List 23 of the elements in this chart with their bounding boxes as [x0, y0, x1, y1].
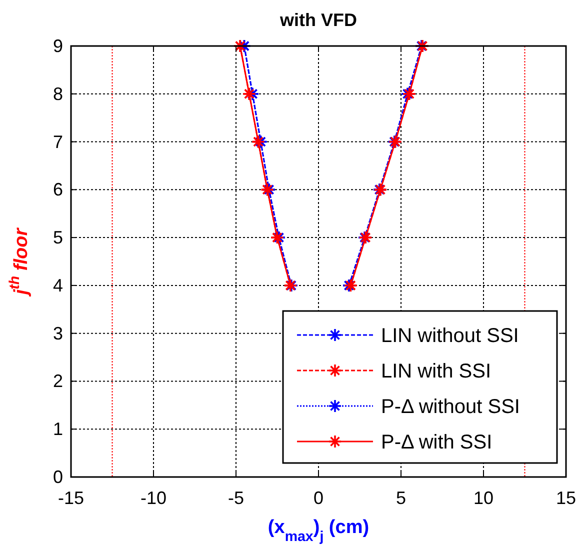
y-tick-label: 7 — [52, 132, 63, 152]
x-tick-label: -10 — [140, 488, 167, 508]
y-tick-label: 1 — [52, 419, 63, 440]
y-tick-label: 6 — [52, 180, 63, 200]
x-axis-title: (x$_{max}$)$_{j}$ (cm) — [268, 517, 370, 545]
y-tick-label: 3 — [52, 323, 63, 344]
x-tick-label: 0 — [313, 488, 324, 508]
legend-label: P-Δ without SSI — [381, 396, 520, 418]
x-tick-label: -15 — [58, 488, 84, 508]
y-tick-label: 5 — [52, 228, 63, 248]
legend-label: LIN with SSI — [381, 360, 492, 382]
y-tick-label: 0 — [52, 467, 63, 487]
x-tick-label: -5 — [228, 488, 244, 508]
legend-label: P-Δ with SSI — [381, 432, 492, 454]
y-tick-label: 2 — [52, 371, 63, 392]
chart-title: with VFD — [279, 10, 357, 30]
legend-label: LIN without SSI — [381, 325, 519, 347]
x-tick-label: 5 — [396, 488, 406, 508]
y-tick-label: 9 — [52, 36, 63, 56]
x-tick-label: 15 — [556, 488, 576, 508]
y-tick-label: 8 — [52, 84, 63, 104]
x-tick-label: 10 — [473, 488, 494, 508]
y-tick-label: 4 — [52, 275, 63, 296]
